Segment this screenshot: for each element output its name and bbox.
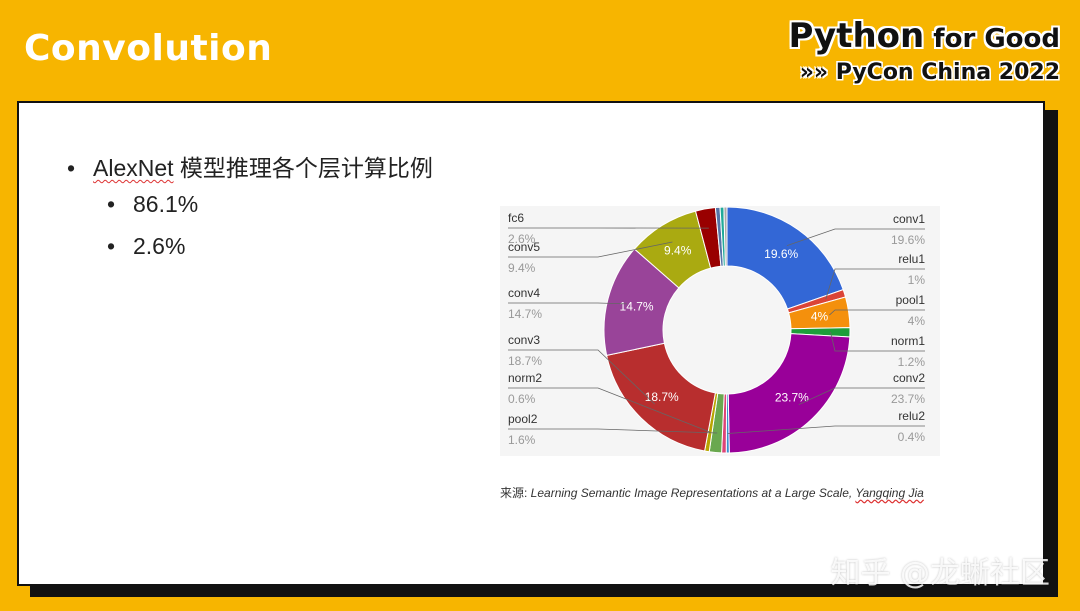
- bullet-main-text: 模型推理各个层计算比例: [173, 155, 433, 181]
- bullet-main: • AlexNet 模型推理各个层计算比例: [67, 149, 433, 183]
- source-title-text: Learning Semantic Image Representations …: [530, 486, 856, 500]
- source-prefix: 来源:: [500, 486, 531, 500]
- slice-value-label: 9.4%: [508, 261, 536, 275]
- brand-event: »» PyCon China 2022: [800, 60, 1060, 85]
- slice-name-label: conv5: [508, 240, 540, 254]
- brand-arrows-icon: »»: [799, 60, 829, 85]
- bullet-sub-2: • 2.6%: [107, 233, 185, 260]
- leader-line: [508, 302, 627, 305]
- donut-slice-conv1: [726, 206, 844, 310]
- leader-line: [786, 228, 925, 247]
- slice-name-label: relu1: [898, 252, 925, 266]
- slice-value-label: 0.6%: [508, 392, 536, 406]
- bullet-glyph: •: [107, 233, 116, 259]
- brand-title-main: Python: [788, 16, 925, 56]
- donut-chart-svg: 19.6% 4% 23.7% 18.7% 14.7% 9.4% fc6 2.6%conv5 9.…: [500, 206, 940, 456]
- slice-value-label: 1.6%: [508, 433, 536, 447]
- slice-inner-label: 19.6%: [764, 247, 798, 261]
- bullet-sub-2-text: 2.6%: [133, 233, 186, 259]
- leader-line: [508, 241, 673, 258]
- slice-name-label: norm1: [891, 334, 925, 348]
- slice-value-label: 1.2%: [898, 355, 926, 369]
- brand-event-label: PyCon China 2022: [835, 60, 1060, 85]
- slice-name-label: fc6: [508, 211, 524, 225]
- watermark: 知乎 @龙蜥社区: [830, 556, 1050, 591]
- slice-name-label: pool2: [508, 412, 538, 426]
- brand-title-suffix: for Good: [924, 24, 1060, 54]
- source-title: Learning Semantic Image Representations …: [531, 486, 924, 500]
- leader-line: [508, 349, 656, 405]
- slice-name-label: conv1: [893, 212, 925, 226]
- slice-value-label: 0.4%: [898, 430, 926, 444]
- leader-line: [798, 387, 925, 405]
- slice-value-label: 2.6%: [508, 232, 536, 246]
- slice-value-label: 14.7%: [508, 307, 542, 321]
- bullet-main-model: AlexNet: [93, 155, 174, 181]
- bullet-glyph: •: [67, 155, 76, 181]
- slice-name-label: conv4: [508, 286, 540, 300]
- slice-name-label: conv2: [893, 371, 925, 385]
- donut-slice-other: [723, 206, 728, 267]
- bullet-glyph: •: [107, 191, 116, 217]
- leader-line: [830, 331, 925, 352]
- slice-inner-label: 4%: [811, 309, 829, 323]
- source-citation: 来源: Learning Semantic Image Representati…: [500, 484, 924, 501]
- slice-inner-label: 14.7%: [620, 299, 654, 313]
- leader-line: [825, 268, 925, 300]
- slice-value-label: 19.6%: [891, 233, 925, 247]
- slice-value-label: 4%: [908, 314, 926, 328]
- slice-inner-label: 9.4%: [664, 244, 692, 258]
- leader-line: [508, 428, 718, 434]
- slice-value-label: 1%: [908, 273, 926, 287]
- source-author: Yangqing Jia: [855, 486, 924, 500]
- content-card: • AlexNet 模型推理各个层计算比例 • 86.1% • 2.6% 19.6% 4…: [17, 101, 1045, 586]
- slice-name-label: norm2: [508, 371, 542, 385]
- leader-line: [829, 309, 925, 316]
- bullet-sub-1-text: 86.1%: [133, 191, 199, 217]
- slice-inner-label: 23.7%: [775, 390, 809, 404]
- slice-name-label: conv3: [508, 333, 540, 347]
- slice-name-label: relu2: [898, 409, 925, 423]
- slide-title: Convolution: [24, 28, 273, 69]
- leader-line: [508, 387, 711, 433]
- slice-inner-label: 18.7%: [645, 390, 679, 404]
- slice-value-label: 23.7%: [891, 392, 925, 406]
- donut-chart: 19.6% 4% 23.7% 18.7% 14.7% 9.4% fc6 2.6% conv5 9.…: [500, 206, 940, 456]
- leader-line: [727, 425, 925, 434]
- brand-title: Python for Good: [788, 16, 1060, 56]
- slice-name-label: pool1: [896, 293, 926, 307]
- bullet-sub-1: • 86.1%: [107, 191, 198, 218]
- slice-value-label: 18.7%: [508, 354, 542, 368]
